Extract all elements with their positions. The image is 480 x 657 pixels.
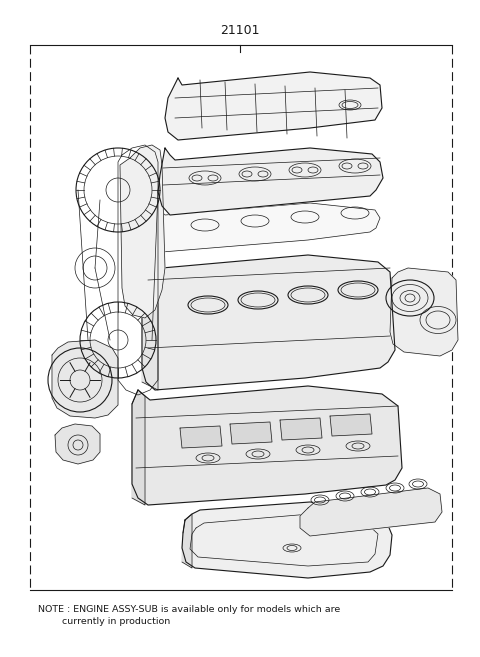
Polygon shape xyxy=(165,72,382,140)
Polygon shape xyxy=(182,514,192,568)
Text: 21101: 21101 xyxy=(220,24,260,37)
Polygon shape xyxy=(330,414,372,436)
Polygon shape xyxy=(158,148,383,215)
Polygon shape xyxy=(132,386,402,505)
Polygon shape xyxy=(132,390,145,505)
Polygon shape xyxy=(55,424,100,464)
Text: currently in production: currently in production xyxy=(38,617,170,626)
Polygon shape xyxy=(120,145,165,318)
Polygon shape xyxy=(390,268,458,356)
Text: NOTE : ENGINE ASSY-SUB is available only for models which are: NOTE : ENGINE ASSY-SUB is available only… xyxy=(38,605,340,614)
Polygon shape xyxy=(182,502,392,578)
Polygon shape xyxy=(155,203,380,252)
Polygon shape xyxy=(280,418,322,440)
Polygon shape xyxy=(52,340,118,418)
Polygon shape xyxy=(300,488,442,536)
Polygon shape xyxy=(230,422,272,444)
Polygon shape xyxy=(142,258,158,390)
Polygon shape xyxy=(180,426,222,448)
Polygon shape xyxy=(142,255,395,390)
